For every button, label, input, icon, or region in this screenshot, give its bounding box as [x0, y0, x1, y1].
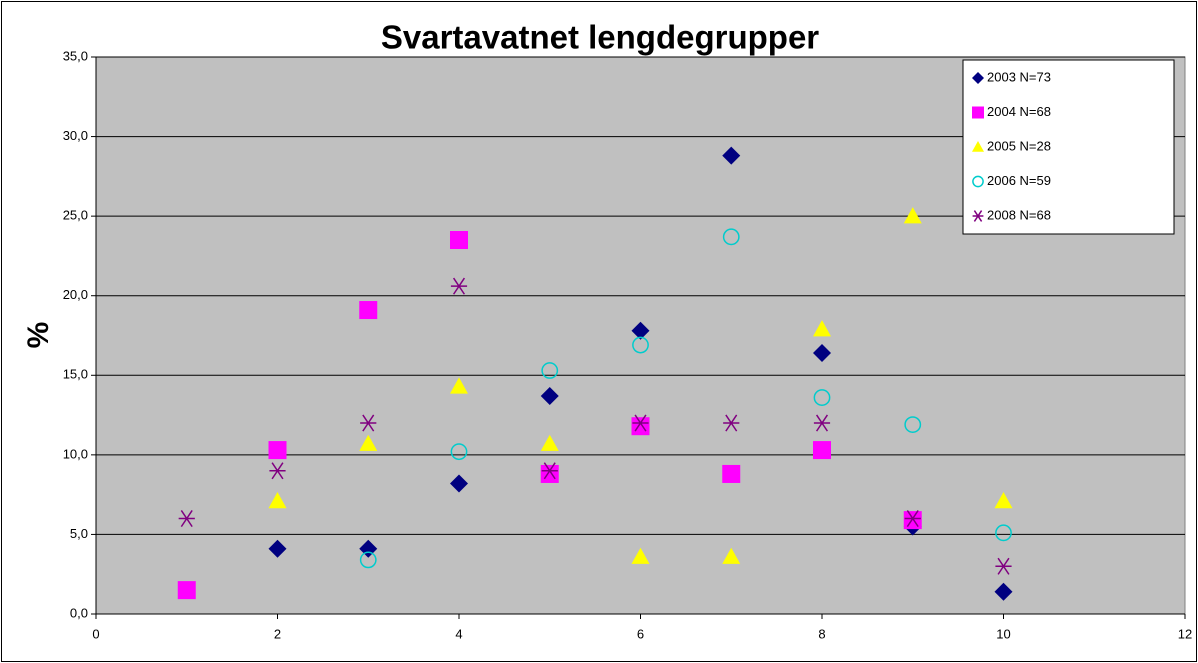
- x-tick-label: 4: [455, 626, 462, 641]
- marker-circle: [722, 228, 740, 246]
- marker-diamond: [994, 582, 1013, 601]
- marker-square: [450, 231, 468, 250]
- marker-triangle: [813, 320, 831, 337]
- y-tick-label: 30,0: [63, 128, 88, 143]
- marker-triangle: [359, 434, 378, 451]
- legend-label: 2008 N=68: [987, 207, 1051, 222]
- marker-diamond: [722, 146, 741, 165]
- y-tick-label: 20,0: [63, 287, 88, 302]
- marker-circle: [359, 551, 377, 569]
- marker-circle: [972, 175, 984, 188]
- y-tick-label: 10,0: [63, 446, 88, 461]
- marker-square: [903, 511, 922, 530]
- marker-star: [813, 414, 831, 432]
- marker-star: [450, 277, 468, 295]
- x-tick-label: 10: [996, 626, 1010, 641]
- marker-circle: [450, 443, 468, 461]
- marker-star: [972, 210, 984, 222]
- y-axis-label: %: [22, 322, 55, 349]
- marker-diamond: [268, 539, 287, 558]
- marker-circle: [632, 336, 649, 354]
- marker-square: [631, 417, 650, 436]
- y-tick-label: 0,0: [70, 605, 88, 620]
- marker-diamond: [813, 344, 831, 363]
- legend-label: 2004 N=68: [987, 104, 1051, 119]
- marker-square: [813, 441, 831, 460]
- x-tick-label: 0: [92, 626, 99, 641]
- legend-label: 2003 N=73: [987, 69, 1051, 84]
- marker-triangle: [450, 377, 468, 394]
- marker-star: [632, 414, 649, 432]
- legend-label: 2006 N=59: [987, 173, 1051, 188]
- legend-label: 2005 N=28: [987, 138, 1051, 153]
- y-tick-label: 35,0: [63, 48, 88, 63]
- marker-triangle: [540, 434, 559, 451]
- marker-star: [904, 509, 921, 528]
- marker-star: [541, 462, 558, 480]
- x-tick-label: 12: [1178, 626, 1192, 641]
- marker-square: [177, 581, 196, 600]
- marker-star: [723, 414, 740, 432]
- marker-circle: [541, 362, 559, 379]
- marker-circle: [995, 524, 1012, 542]
- chart-title: Svartavatnet lengdegrupper: [381, 19, 819, 56]
- marker-triangle: [268, 492, 287, 509]
- marker-star: [995, 557, 1012, 575]
- marker-diamond: [450, 474, 468, 493]
- marker-square: [540, 464, 559, 483]
- x-tick-label: 6: [637, 626, 644, 641]
- marker-triangle: [994, 492, 1013, 509]
- marker-square: [972, 106, 984, 119]
- marker-triangle: [722, 547, 741, 564]
- marker-square: [359, 301, 378, 320]
- marker-triangle: [631, 547, 650, 564]
- marker-square: [722, 464, 741, 483]
- x-tick-label: 2: [274, 626, 281, 641]
- marker-star: [269, 462, 286, 480]
- marker-circle: [813, 389, 831, 406]
- marker-diamond: [631, 321, 650, 340]
- y-tick-label: 5,0: [70, 526, 88, 541]
- y-tick-label: 25,0: [63, 208, 88, 223]
- y-tick-label: 15,0: [63, 367, 88, 382]
- marker-star: [178, 509, 195, 528]
- marker-circle: [904, 416, 922, 434]
- marker-diamond: [540, 386, 559, 405]
- marker-triangle: [972, 141, 984, 152]
- marker-square: [268, 441, 287, 460]
- marker-star: [360, 414, 377, 432]
- marker-diamond: [972, 72, 984, 84]
- x-tick-label: 8: [818, 626, 825, 641]
- marker-triangle: [903, 207, 922, 224]
- legend-box: [962, 59, 1175, 235]
